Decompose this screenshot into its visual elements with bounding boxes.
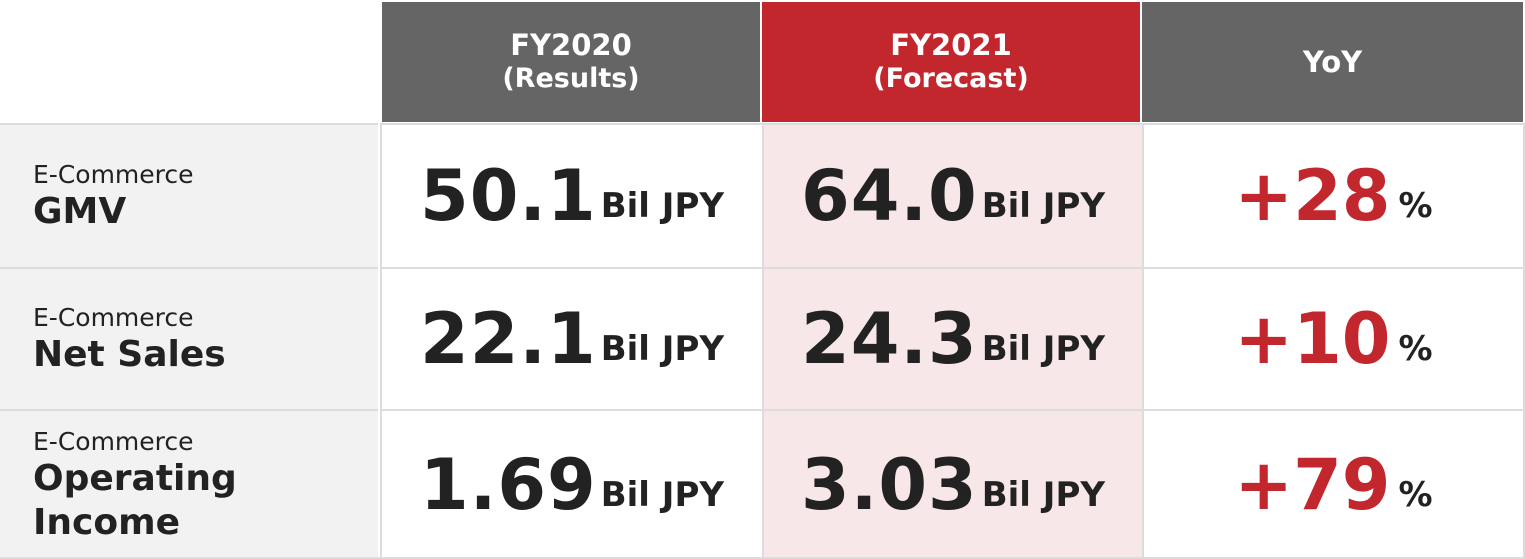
row-label-small: E-Commerce (33, 159, 194, 189)
unit-net-sales-fy2021: Bil JPY (981, 329, 1105, 369)
value-gmv-fy2021: 64.0 (801, 155, 978, 237)
unit-gmv-fy2021: Bil JPY (981, 186, 1105, 226)
cell-net-sales-fy2021: 24.3 Bil JPY (762, 267, 1142, 409)
row-label-small: E-Commerce (33, 302, 194, 332)
cell-operating-income-fy2021: 3.03 Bil JPY (762, 409, 1142, 559)
value-net-sales-fy2020: 22.1 (420, 298, 597, 380)
unit-operating-income-yoy: % (1398, 475, 1433, 515)
cell-gmv-yoy: +28 % (1142, 123, 1525, 267)
header-yoy: YoY (1142, 2, 1523, 122)
row-label-gmv: E-Commerce GMV (0, 123, 378, 267)
header-yoy-label: YoY (1302, 44, 1363, 79)
row-label-operating-income: E-Commerce Operating Income (0, 409, 378, 559)
unit-net-sales-yoy: % (1398, 329, 1433, 369)
cell-operating-income-yoy: +79 % (1142, 409, 1525, 559)
row-label-small: E-Commerce (33, 427, 194, 457)
unit-operating-income-fy2020: Bil JPY (600, 475, 724, 515)
unit-gmv-yoy: % (1398, 186, 1433, 226)
header-fy2021-sub: (Forecast) (873, 63, 1029, 95)
header-fy2020-sub: (Results) (502, 63, 640, 95)
row-label-big: Operating Income (33, 458, 237, 543)
cell-operating-income-fy2020: 1.69 Bil JPY (380, 409, 762, 559)
value-operating-income-fy2020: 1.69 (420, 444, 597, 526)
value-net-sales-yoy: +10 (1234, 298, 1391, 380)
row-label-net-sales: E-Commerce Net Sales (0, 267, 378, 409)
unit-net-sales-fy2020: Bil JPY (600, 329, 724, 369)
header-fy2021-label: FY2021 (890, 28, 1012, 63)
unit-operating-income-fy2021: Bil JPY (981, 475, 1105, 515)
cell-gmv-fy2021: 64.0 Bil JPY (762, 123, 1142, 267)
value-operating-income-yoy: +79 (1234, 444, 1391, 526)
value-net-sales-fy2021: 24.3 (801, 298, 978, 380)
row-label-big: Net Sales (33, 334, 226, 376)
value-gmv-yoy: +28 (1234, 155, 1391, 237)
header-fy2021: FY2021 (Forecast) (762, 2, 1140, 122)
cell-net-sales-yoy: +10 % (1142, 267, 1525, 409)
header-fy2020: FY2020 (Results) (382, 2, 760, 122)
cell-net-sales-fy2020: 22.1 Bil JPY (380, 267, 762, 409)
header-fy2020-label: FY2020 (510, 28, 632, 63)
value-gmv-fy2020: 50.1 (420, 155, 597, 237)
table-bottom-border (0, 557, 1525, 559)
unit-gmv-fy2020: Bil JPY (600, 186, 724, 226)
row-label-big: GMV (33, 191, 127, 233)
value-operating-income-fy2021: 3.03 (801, 444, 978, 526)
cell-gmv-fy2020: 50.1 Bil JPY (380, 123, 762, 267)
